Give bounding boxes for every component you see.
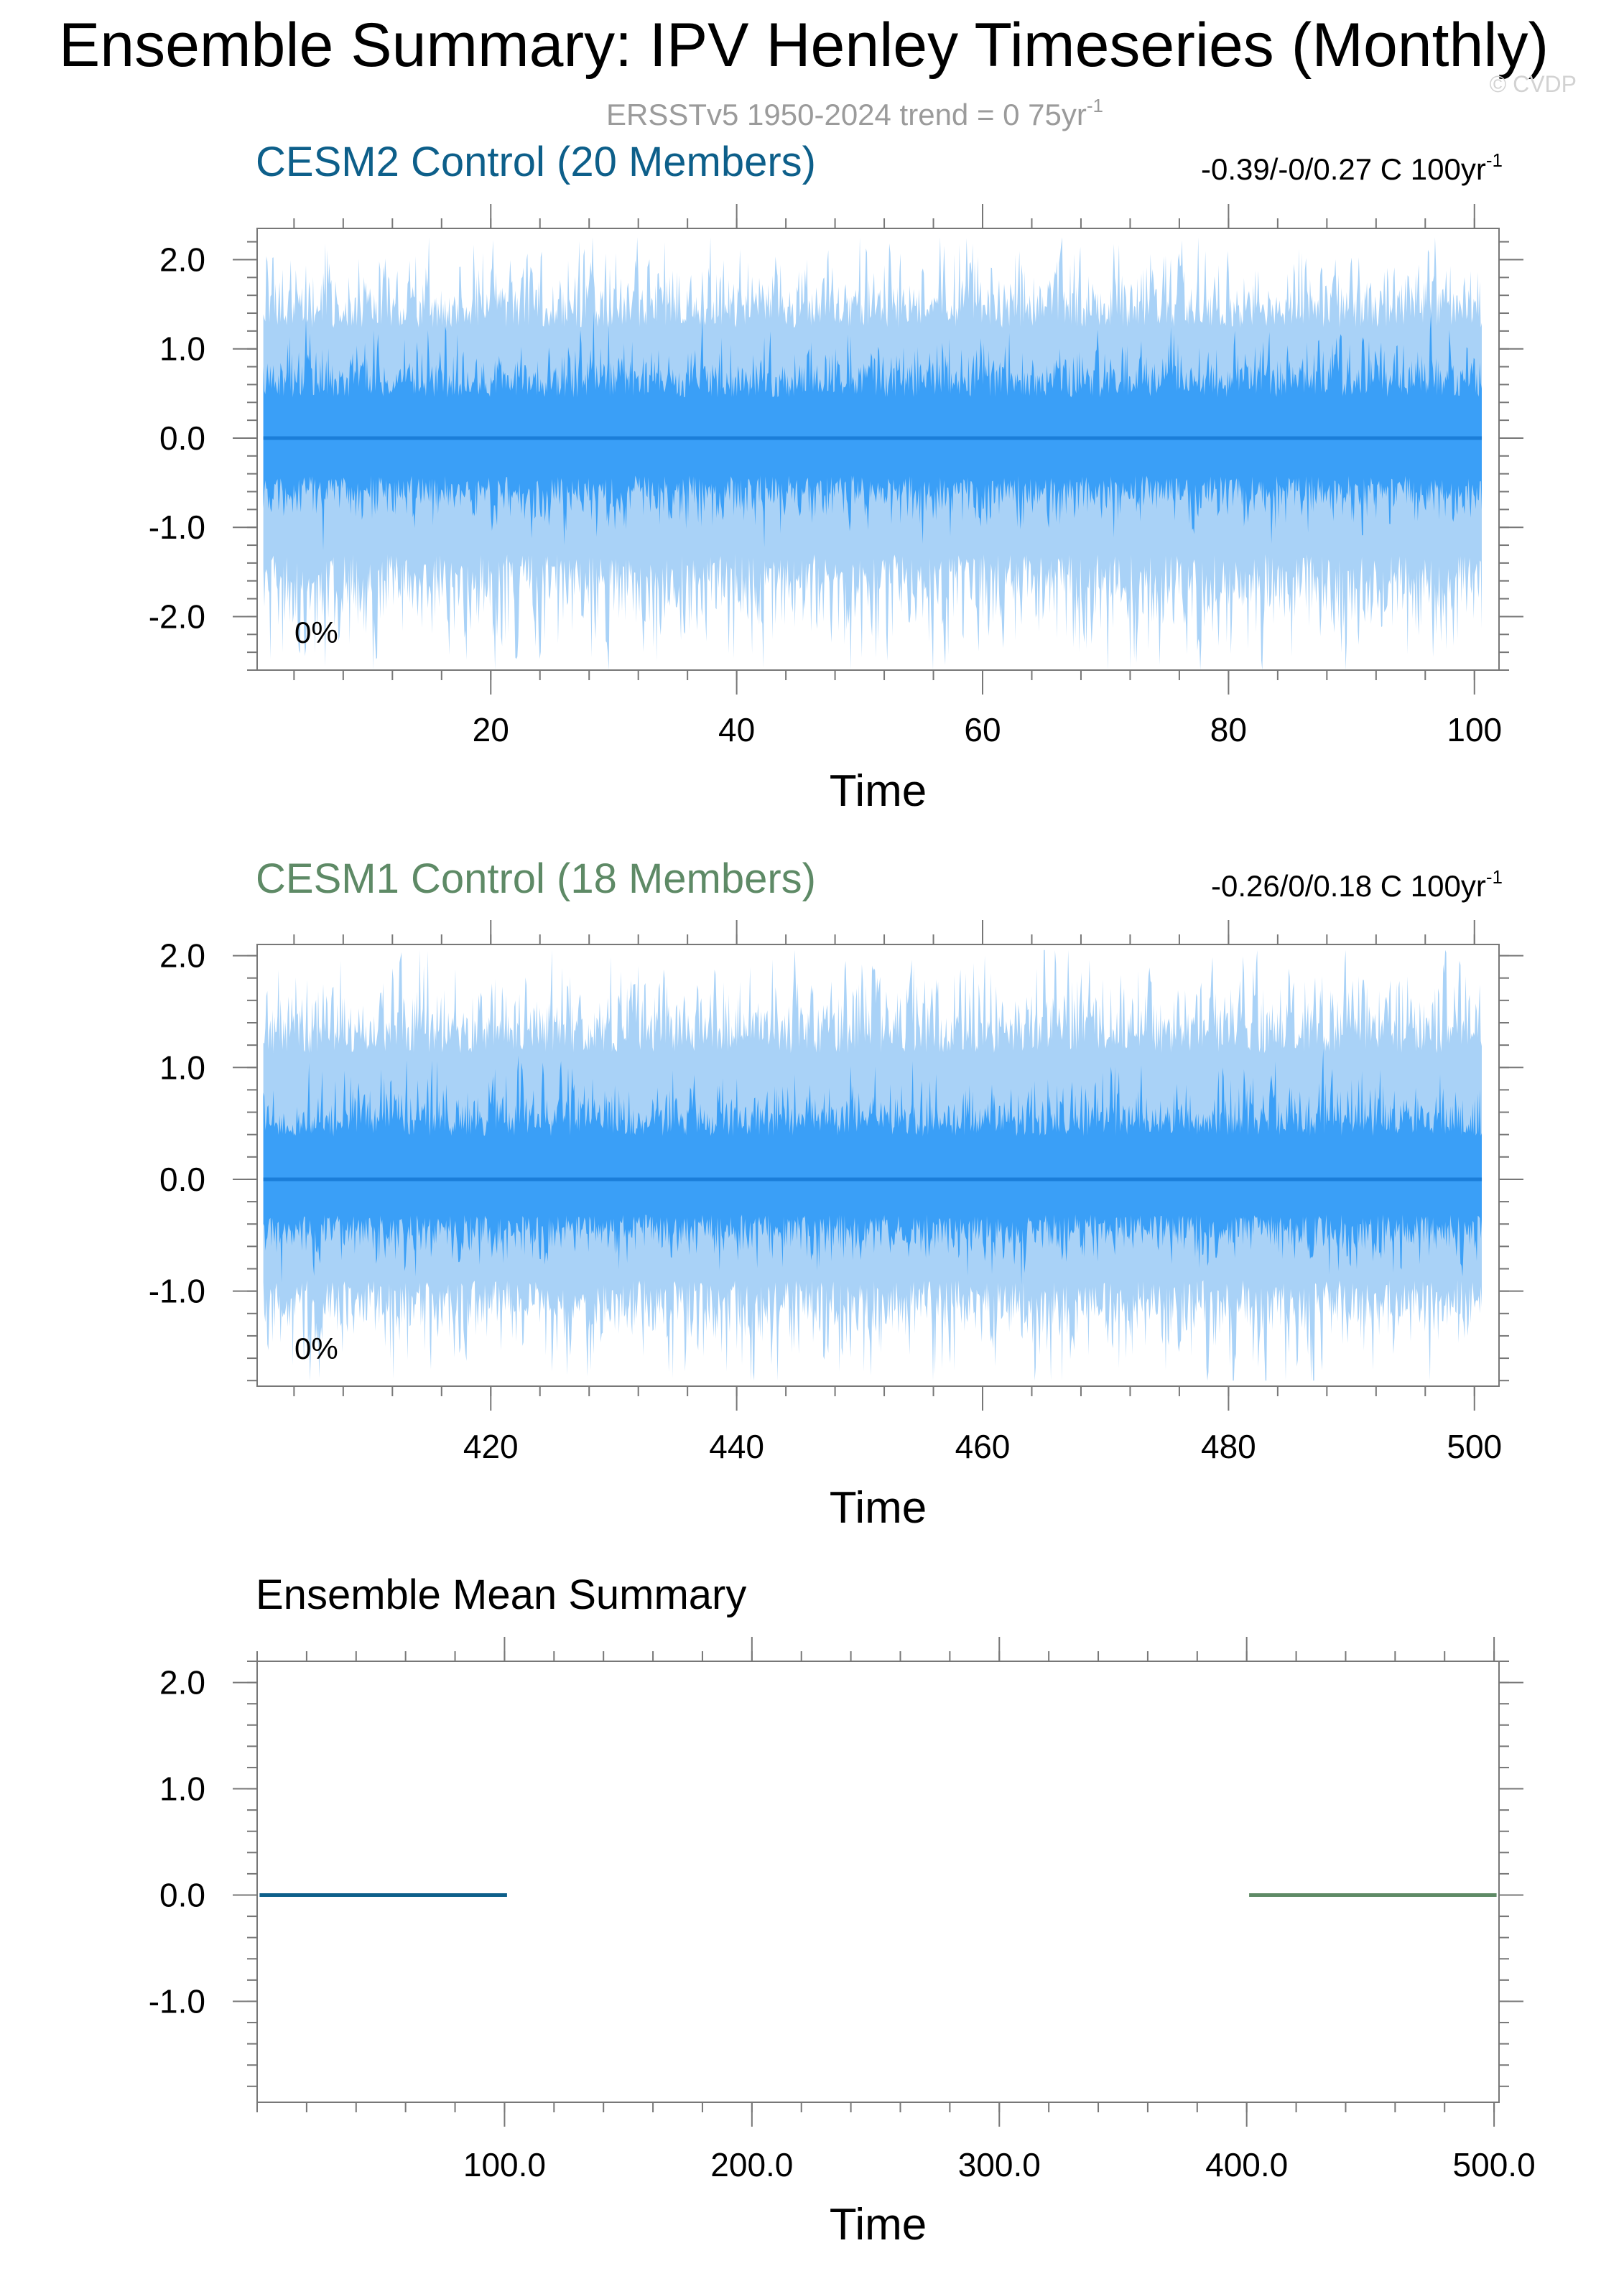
x-tick-label: 100 (1447, 711, 1502, 748)
y-tick-label: 0.0 (159, 419, 205, 457)
x-tick-label: 420 (463, 1428, 519, 1465)
percent-label: 0% (294, 616, 338, 649)
figure-title: Ensemble Summary: IPV Henley Timeseries … (59, 11, 1549, 80)
x-tick-label: 400.0 (1205, 2146, 1288, 2183)
trend-label: -0.26/0/0.18 C 100yr-1 (1211, 866, 1503, 903)
x-axis-label: Time (830, 1483, 927, 1533)
x-tick-label: 460 (955, 1428, 1011, 1465)
percent-label: 0% (294, 1332, 338, 1365)
panel-title: CESM2 Control (20 Members) (256, 139, 816, 185)
y-tick-label: 0.0 (159, 1876, 205, 1913)
y-tick-label: -2.0 (149, 598, 205, 635)
y-tick-label: 2.0 (159, 937, 205, 975)
panel-cesm1-control: CESM1 Control (18 Members) -0.26/0/0.18 C… (149, 855, 1523, 1533)
trend-unit-exponent: -1 (1486, 149, 1503, 171)
x-tick-label: 20 (473, 711, 509, 748)
y-tick-label: 1.0 (159, 330, 205, 368)
y-tick-label: 2.0 (159, 1664, 205, 1701)
y-tick-label: -1.0 (149, 509, 205, 546)
x-axis-label: Time (830, 2200, 927, 2249)
y-tick-label: 2.0 (159, 241, 205, 278)
trend-value: -0.39/-0/0.27 C 100yr (1201, 152, 1486, 186)
x-tick-label: 500.0 (1453, 2146, 1536, 2183)
watermark: © CVDP (1490, 71, 1577, 97)
x-axis-label: Time (830, 766, 927, 816)
panel-ensemble-mean-summary: Ensemble Mean Summary 2.0 1.0 0.0 -1.0 100.0 2… (149, 1571, 1536, 2249)
percentile-range-band (263, 311, 1483, 551)
x-tick-label: 100.0 (463, 2146, 546, 2183)
y-tick-label: -1.0 (149, 1273, 205, 1310)
trend-label: -0.39/-0/0.27 C 100yr-1 (1201, 149, 1503, 186)
x-tick-label: 60 (964, 711, 1001, 748)
percentile-range-band (263, 1048, 1483, 1285)
x-tick-label: 440 (709, 1428, 764, 1465)
panel-cesm2-control: CESM2 Control (20 Members) -0.39/-0/0.27 … (149, 139, 1523, 816)
plot-frame (256, 228, 1500, 671)
figure-subtitle: ERSSTv5 1950-2024 trend = 0 75yr-1 (606, 95, 1103, 131)
trend-unit-exponent: -1 (1486, 866, 1503, 888)
x-tick-label: 300.0 (958, 2146, 1041, 2183)
x-tick-label: 480 (1201, 1428, 1256, 1465)
y-tick-label: 0.0 (159, 1161, 205, 1198)
x-tick-label: 200.0 (710, 2146, 793, 2183)
plot-frame (256, 1661, 1500, 2103)
plot-frame (256, 944, 1500, 1387)
panel-title: CESM1 Control (18 Members) (256, 855, 816, 902)
y-tick-label: -1.0 (149, 1982, 205, 2020)
y-tick-label: 1.0 (159, 1049, 205, 1086)
trend-value: -0.26/0/0.18 C 100yr (1211, 869, 1486, 903)
x-tick-label: 500 (1447, 1428, 1502, 1465)
x-tick-label: 40 (718, 711, 755, 748)
y-tick-label: 1.0 (159, 1770, 205, 1808)
panel-title: Ensemble Mean Summary (256, 1571, 746, 1618)
x-tick-label: 80 (1210, 711, 1247, 748)
